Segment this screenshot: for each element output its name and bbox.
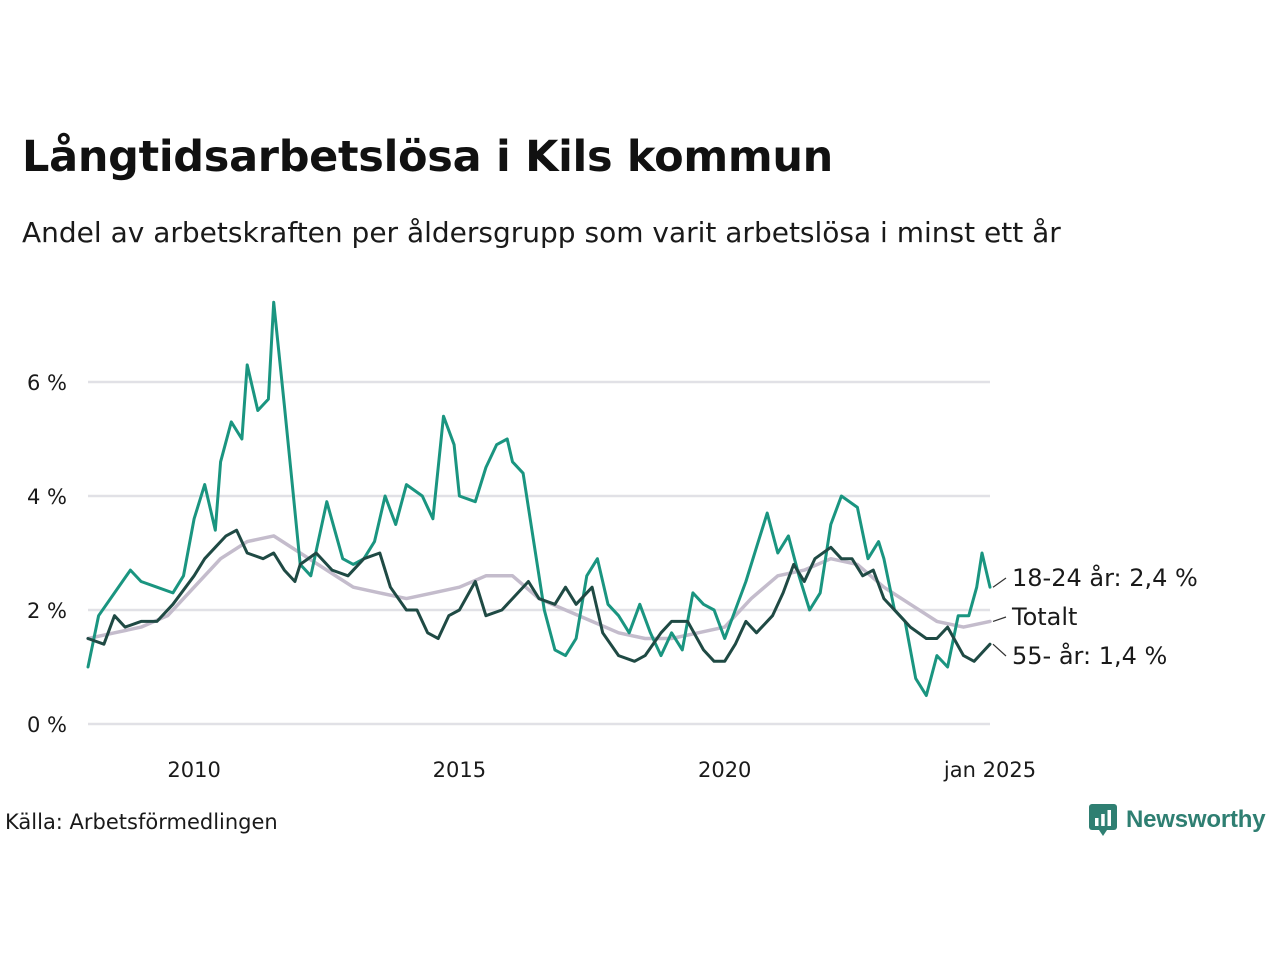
x-tick-label: 2020 bbox=[698, 758, 751, 782]
y-axis-ticks: 0 % 2 % 4 % 6 % bbox=[27, 371, 67, 737]
series-label: 55- år: 1,4 % bbox=[1012, 641, 1167, 670]
y-tick-label: 6 % bbox=[27, 371, 67, 395]
series-line-18-24-r bbox=[86, 300, 992, 697]
x-axis-ticks: 2010 2015 2020 jan 2025 bbox=[167, 758, 1036, 782]
bar-chart-bubble-icon bbox=[1089, 804, 1117, 836]
y-tick-label: 4 % bbox=[27, 485, 67, 509]
source-note: Källa: Arbetsförmedlingen bbox=[5, 810, 278, 834]
x-tick-label: jan 2025 bbox=[943, 758, 1036, 782]
chart-subtitle: Andel av arbetskraften per åldersgrupp s… bbox=[22, 216, 1061, 249]
x-tick-label: 2015 bbox=[433, 758, 486, 782]
brand-name: Newsworthy bbox=[1126, 806, 1266, 833]
series-line-totalt bbox=[86, 534, 992, 641]
series-label: Totalt bbox=[1011, 603, 1077, 631]
series-lines bbox=[86, 300, 992, 697]
gridlines bbox=[88, 380, 990, 726]
label-leader-line bbox=[992, 643, 1007, 657]
y-tick-label: 2 % bbox=[27, 599, 67, 623]
label-leader-line bbox=[992, 616, 1007, 622]
label-leader-line bbox=[992, 577, 1007, 588]
chart-title: Långtidsarbetslösa i Kils kommun bbox=[22, 132, 833, 182]
x-tick-label: 2010 bbox=[167, 758, 220, 782]
y-tick-label: 0 % bbox=[27, 713, 67, 737]
brand-logo[interactable]: Newsworthy bbox=[1088, 803, 1266, 837]
series-line-55-r bbox=[86, 528, 992, 663]
series-labels: Totalt 18-24 år: 2,4 % 55- år: 1,4 % bbox=[992, 563, 1198, 670]
series-label: 18-24 år: 2,4 % bbox=[1012, 563, 1198, 592]
